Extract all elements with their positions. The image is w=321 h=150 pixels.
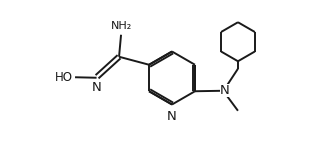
Text: N: N bbox=[220, 84, 230, 97]
Text: NH₂: NH₂ bbox=[111, 21, 132, 31]
Text: N: N bbox=[92, 81, 101, 94]
Text: N: N bbox=[167, 110, 177, 123]
Text: HO: HO bbox=[55, 71, 73, 84]
